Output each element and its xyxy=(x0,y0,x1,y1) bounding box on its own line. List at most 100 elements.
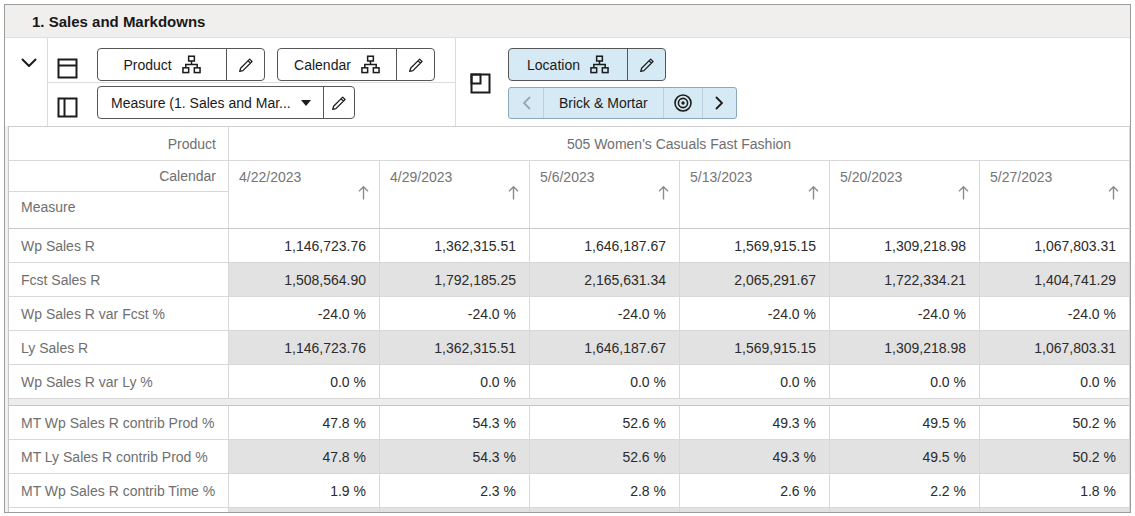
column-header[interactable]: 5/27/2023 xyxy=(979,161,1129,228)
value-cell[interactable]: 2.6 % xyxy=(679,474,829,507)
measure-row: MT Wp Sales R contrib Prod %47.8 %54.3 %… xyxy=(9,406,1129,440)
value-cell[interactable]: 2.2 % xyxy=(829,474,979,507)
measure-profile-tile[interactable]: Measure (1. Sales and Mar... xyxy=(97,86,355,119)
row-axis-layout-button[interactable] xyxy=(55,56,79,80)
value-cell[interactable]: 1,362,315.51 xyxy=(379,331,529,364)
value-cell[interactable] xyxy=(529,508,679,513)
value-cell[interactable]: 0.0 % xyxy=(679,365,829,398)
value-cell[interactable]: -24.0 % xyxy=(229,297,379,330)
sales-and-markdowns-window: 1. Sales and Markdowns xyxy=(4,4,1131,513)
value-cell[interactable]: 1,569,915.15 xyxy=(679,229,829,262)
value-cell[interactable]: -24.0 % xyxy=(829,297,979,330)
value-cell[interactable]: 1,067,803.31 xyxy=(979,331,1129,364)
value-cell[interactable]: 54.3 % xyxy=(379,406,529,439)
measure-edit-button[interactable] xyxy=(323,87,354,118)
value-cell[interactable]: 1,309,218.98 xyxy=(829,331,979,364)
value-cell[interactable]: -24.0 % xyxy=(979,297,1129,330)
value-cell[interactable]: 0.0 % xyxy=(829,365,979,398)
product-tile-label: Product xyxy=(123,57,171,73)
value-cell[interactable]: 1,362,315.51 xyxy=(379,229,529,262)
freeze-pane-button[interactable] xyxy=(468,71,492,95)
value-cell[interactable]: 1,146,723.76 xyxy=(229,331,379,364)
sort-ascending-icon[interactable] xyxy=(657,184,670,201)
sort-ascending-icon[interactable] xyxy=(1107,184,1120,201)
sort-ascending-icon[interactable] xyxy=(807,184,820,201)
sort-ascending-icon[interactable] xyxy=(507,184,520,201)
measure-row: Fcst Sales R1,508,564.901,792,185.252,16… xyxy=(9,263,1129,297)
value-cell[interactable]: -24.0 % xyxy=(679,297,829,330)
value-cell[interactable] xyxy=(379,508,529,513)
measure-row: Wp Sales R var Fcst %-24.0 %-24.0 %-24.0… xyxy=(9,297,1129,331)
value-cell[interactable]: 0.0 % xyxy=(979,365,1129,398)
value-cell[interactable]: 1,508,564.90 xyxy=(229,263,379,296)
value-cell[interactable]: 1.8 % xyxy=(979,474,1129,507)
value-cell[interactable]: 2,065,291.67 xyxy=(679,263,829,296)
value-cell[interactable] xyxy=(229,508,379,513)
value-cell[interactable]: 50.2 % xyxy=(979,406,1129,439)
value-cell[interactable]: 0.0 % xyxy=(529,365,679,398)
column-header[interactable]: 5/6/2023 xyxy=(529,161,679,228)
value-cell[interactable]: 49.3 % xyxy=(679,440,829,473)
column-header[interactable]: 5/20/2023 xyxy=(829,161,979,228)
calendar-dimension-tile[interactable]: Calendar xyxy=(277,48,435,81)
value-cell[interactable]: 1,569,915.15 xyxy=(679,331,829,364)
measure-group-separator xyxy=(9,399,1129,406)
value-cell[interactable]: 1,722,334.21 xyxy=(829,263,979,296)
value-cell[interactable]: 2.8 % xyxy=(529,474,679,507)
value-cell[interactable] xyxy=(829,508,979,513)
product-dimension-tile[interactable]: Product xyxy=(97,48,265,81)
value-cell[interactable]: 1,067,803.31 xyxy=(979,229,1129,262)
product-dimension-button[interactable]: Product xyxy=(98,49,226,80)
sort-ascending-icon[interactable] xyxy=(957,184,970,201)
value-cell[interactable]: 1,309,218.98 xyxy=(829,229,979,262)
collapse-toolbar-button[interactable] xyxy=(19,56,39,70)
value-cell[interactable]: 2,165,631.34 xyxy=(529,263,679,296)
value-cell[interactable]: 0.0 % xyxy=(379,365,529,398)
sort-ascending-icon[interactable] xyxy=(357,184,370,201)
value-cell[interactable] xyxy=(979,508,1129,513)
calendar-axis-label: Calendar xyxy=(9,161,228,192)
value-cell[interactable]: 1,646,187.67 xyxy=(529,229,679,262)
column-header[interactable]: 4/22/2023 xyxy=(229,161,379,228)
current-page-label: Brick & Mortar xyxy=(543,88,663,118)
row-label: Wp Sales R var Ly % xyxy=(9,365,229,398)
location-dimension-button[interactable]: Location xyxy=(509,49,627,80)
value-cell[interactable]: 54.3 % xyxy=(379,440,529,473)
value-cell[interactable]: 52.6 % xyxy=(529,406,679,439)
value-cell[interactable]: 49.5 % xyxy=(829,406,979,439)
previous-page-button[interactable] xyxy=(509,88,543,118)
axis-label-column: Calendar Measure xyxy=(9,161,229,228)
measure-profile-dropdown[interactable]: Measure (1. Sales and Mar... xyxy=(98,87,323,118)
column-header[interactable]: 4/29/2023 xyxy=(379,161,529,228)
next-page-button[interactable] xyxy=(702,88,736,118)
value-cell[interactable]: 1,646,187.67 xyxy=(529,331,679,364)
value-cell[interactable]: 47.8 % xyxy=(229,406,379,439)
value-cell[interactable]: -24.0 % xyxy=(379,297,529,330)
value-cell[interactable]: 1,404,741.29 xyxy=(979,263,1129,296)
value-cell[interactable]: -24.0 % xyxy=(529,297,679,330)
value-cell[interactable] xyxy=(679,508,829,513)
value-cell[interactable]: 1,792,185.25 xyxy=(379,263,529,296)
value-cell[interactable]: 52.6 % xyxy=(529,440,679,473)
product-edit-button[interactable] xyxy=(226,49,264,80)
value-cell[interactable]: 1.9 % xyxy=(229,474,379,507)
value-cell[interactable]: 49.3 % xyxy=(679,406,829,439)
column-header-label: 5/27/2023 xyxy=(990,169,1052,185)
value-cell[interactable]: 47.8 % xyxy=(229,440,379,473)
page-target-button[interactable] xyxy=(663,88,702,118)
column-axis-layout-button[interactable] xyxy=(55,95,79,119)
location-edit-button[interactable] xyxy=(627,49,665,80)
value-cell[interactable]: 2.3 % xyxy=(379,474,529,507)
hierarchy-icon xyxy=(361,55,380,74)
measure-row: MT Ly Sales R contrib Prod %47.8 %54.3 %… xyxy=(9,440,1129,474)
value-cell[interactable]: 0.0 % xyxy=(229,365,379,398)
location-dimension-tile[interactable]: Location xyxy=(508,48,666,81)
calendar-dimension-button[interactable]: Calendar xyxy=(278,49,396,80)
column-header[interactable]: 5/13/2023 xyxy=(679,161,829,228)
value-cell[interactable]: 1,146,723.76 xyxy=(229,229,379,262)
calendar-edit-button[interactable] xyxy=(396,49,434,80)
value-cell[interactable]: 49.5 % xyxy=(829,440,979,473)
value-cell[interactable]: 50.2 % xyxy=(979,440,1129,473)
chevron-down-icon xyxy=(21,58,37,68)
row-label: MT Wp Sales R contrib Prod % xyxy=(9,406,229,439)
